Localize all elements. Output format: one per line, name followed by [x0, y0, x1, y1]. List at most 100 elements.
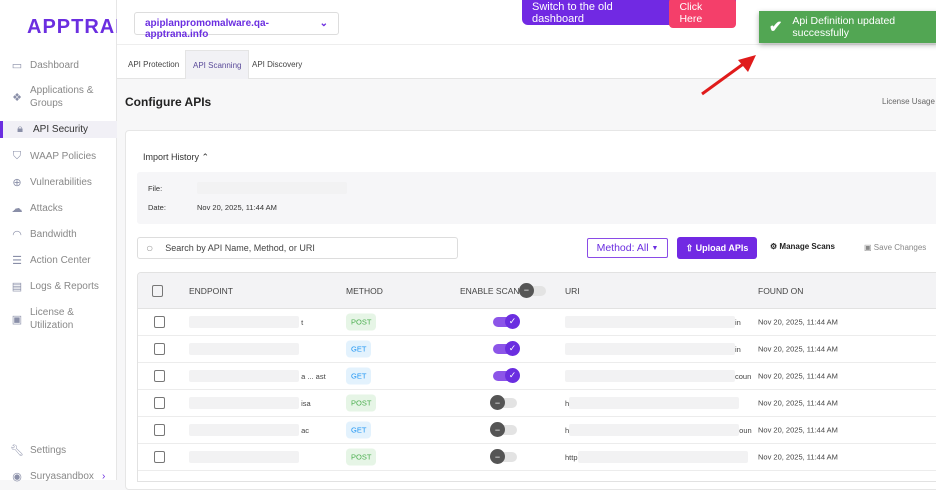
checklist-icon: ☰ [12, 254, 22, 267]
sidebar-item-action-center[interactable]: ☰ Action Center [0, 252, 117, 268]
scan-toggle[interactable]: ✓ [493, 314, 520, 329]
tab-bar: API Protection API Scanning API Discover… [117, 45, 936, 79]
uri-cell: in [565, 343, 741, 355]
sidebar-item-applications-groups[interactable]: ❖ Applications & Groups [0, 82, 117, 112]
red-arrow-annotation [701, 55, 756, 96]
row-checkbox[interactable] [154, 316, 165, 328]
col-found-on[interactable]: FOUND ON [758, 285, 804, 296]
sidebar-item-attacks[interactable]: ☁ Attacks [11, 202, 63, 215]
col-uri[interactable]: URI [565, 285, 580, 296]
scan-toggle[interactable]: ✓ [493, 368, 520, 383]
endpoint-cell: a ... ast [189, 370, 326, 382]
domain-selector[interactable]: apiplanpromomalware.qa-apptrana.info ⌄ [134, 12, 339, 40]
tab-api-discovery[interactable]: API Discovery [252, 60, 303, 69]
uri-cell: http [565, 451, 748, 463]
lock-icon: 🔒︎ [17, 123, 23, 135]
method-filter-dropdown[interactable]: Method: All ▼ [587, 238, 668, 258]
row-checkbox[interactable] [154, 397, 165, 409]
dashboard-icon: ▭ [11, 59, 23, 72]
found-on-cell: Nov 20, 2025, 11:44 AM [758, 344, 838, 354]
uri-cell: h oun [565, 424, 752, 436]
caret-down-icon: ▼ [651, 244, 659, 252]
wrench-icon: 🔧︎ [10, 444, 24, 457]
bug-icon: ⊕ [12, 176, 22, 189]
search-icon: ○ [146, 241, 154, 255]
tab-api-scanning[interactable]: API Scanning [185, 50, 250, 79]
save-changes-button[interactable]: ▣ Save Changes [864, 243, 927, 252]
col-endpoint[interactable]: ENDPOINT [189, 285, 233, 296]
row-checkbox[interactable] [154, 370, 165, 382]
enable-all-toggle[interactable]: − [518, 282, 546, 298]
import-history-toggle[interactable]: Import History ⌃ [143, 152, 210, 162]
table-row: POST − http Nov 20, 2025, 11:44 AM [138, 444, 936, 471]
gauge-icon: ◠ [12, 228, 22, 241]
license-usage-link[interactable]: License Usage [882, 97, 935, 106]
applications-icon: ❖ [12, 91, 22, 104]
table-row: isa POST − h Nov 20, 2025, 11:44 AM [138, 390, 936, 417]
page-title: Configure APIs [125, 95, 212, 109]
table-row: t POST ✓ in Nov 20, 2025, 11:44 AM [138, 309, 936, 336]
scan-toggle[interactable]: − [490, 395, 517, 410]
upload-apis-button[interactable]: ⇧ Upload APIs [677, 237, 757, 259]
uri-cell: in [565, 316, 741, 328]
method-badge: POST [346, 394, 377, 412]
date-label: Date: [148, 203, 166, 212]
id-card-icon: ▣ [11, 313, 23, 326]
found-on-cell: Nov 20, 2025, 11:44 AM [758, 317, 838, 327]
method-badge: GET [346, 367, 372, 385]
sidebar-item-bandwidth[interactable]: ◠ Bandwidth [0, 226, 117, 242]
api-table: ENDPOINT METHOD ENABLE SCAN − URI FOUND … [137, 272, 936, 482]
sidebar-item-api-security[interactable]: 🔒︎ API Security [0, 121, 117, 138]
uri-cell: h [565, 397, 740, 409]
upload-icon: ⇧ [685, 242, 696, 253]
save-icon: ▣ [864, 243, 874, 252]
sidebar-item-logs-reports[interactable]: ▤ Logs & Reports [11, 280, 99, 293]
success-toast: ✔ Api Definition updated successfully [759, 11, 936, 43]
sidebar-item-waap-policies[interactable]: ⛉ WAAP Policies [0, 148, 117, 164]
method-badge: GET [346, 421, 372, 439]
search-input[interactable]: ○ Search by API Name, Method, or URI [137, 237, 458, 259]
scan-toggle[interactable]: ✓ [493, 341, 520, 356]
table-header: ENDPOINT METHOD ENABLE SCAN − URI FOUND … [138, 273, 936, 309]
chevron-up-icon: ⌃ [201, 152, 210, 162]
found-on-cell: Nov 20, 2025, 11:44 AM [758, 425, 838, 435]
table-row: ac GET − h oun Nov 20, 2025, 11:44 AM [138, 417, 936, 444]
shield-icon: ⛉ [12, 149, 22, 162]
method-badge: POST [346, 313, 377, 331]
user-menu[interactable]: ◉ Suryasandbox › [0, 468, 117, 484]
select-all-checkbox[interactable] [152, 284, 163, 297]
uri-cell: coun [565, 370, 751, 382]
sidebar-item-vulnerabilities[interactable]: ⊕ Vulnerabilities [0, 174, 117, 190]
endpoint-cell [189, 451, 301, 463]
method-badge: POST [346, 448, 377, 466]
tab-api-protection[interactable]: API Protection [128, 60, 180, 69]
apptrana-logo: APPTRANA [27, 16, 147, 38]
found-on-cell: Nov 20, 2025, 11:44 AM [758, 371, 838, 381]
found-on-cell: Nov 20, 2025, 11:44 AM [758, 452, 838, 462]
click-here-button[interactable]: Click Here [669, 0, 736, 28]
scan-toggle[interactable]: − [490, 449, 517, 464]
scroll-icon: ▤ [11, 280, 23, 293]
found-on-cell: Nov 20, 2025, 11:44 AM [758, 398, 838, 408]
file-label: File: [148, 184, 163, 193]
endpoint-cell: isa [189, 397, 311, 409]
check-icon: ✔ [769, 19, 783, 36]
row-checkbox[interactable] [154, 343, 165, 355]
import-history-details: File: Date: Nov 20, 2025, 11:44 AM [137, 172, 936, 224]
bug-scan-icon: ⚙︎ [770, 242, 780, 251]
col-method[interactable]: METHOD [346, 285, 383, 296]
row-checkbox[interactable] [154, 451, 165, 463]
sidebar: APPTRANA ▭ Dashboard ❖ Applications & Group… [0, 0, 145, 483]
endpoint-cell [189, 343, 301, 355]
row-checkbox[interactable] [154, 424, 165, 436]
method-badge: GET [346, 340, 372, 358]
sidebar-item-dashboard[interactable]: ▭ Dashboard [11, 59, 79, 72]
sidebar-item-settings[interactable]: 🔧︎ Settings [10, 444, 67, 457]
table-row: a ... ast GET ✓ coun Nov 20, 2025, 11:44… [138, 363, 936, 390]
cloud-alert-icon: ☁ [11, 202, 23, 215]
scan-toggle[interactable]: − [490, 422, 517, 437]
manage-scans-button[interactable]: ⚙︎ Manage Scans [770, 242, 835, 251]
sidebar-item-license-utilization[interactable]: ▣ License & Utilization [11, 307, 74, 331]
old-dashboard-banner: Switch to the old dashboard Click Here [522, 0, 736, 28]
col-enable-scan: ENABLE SCAN − [460, 282, 546, 298]
